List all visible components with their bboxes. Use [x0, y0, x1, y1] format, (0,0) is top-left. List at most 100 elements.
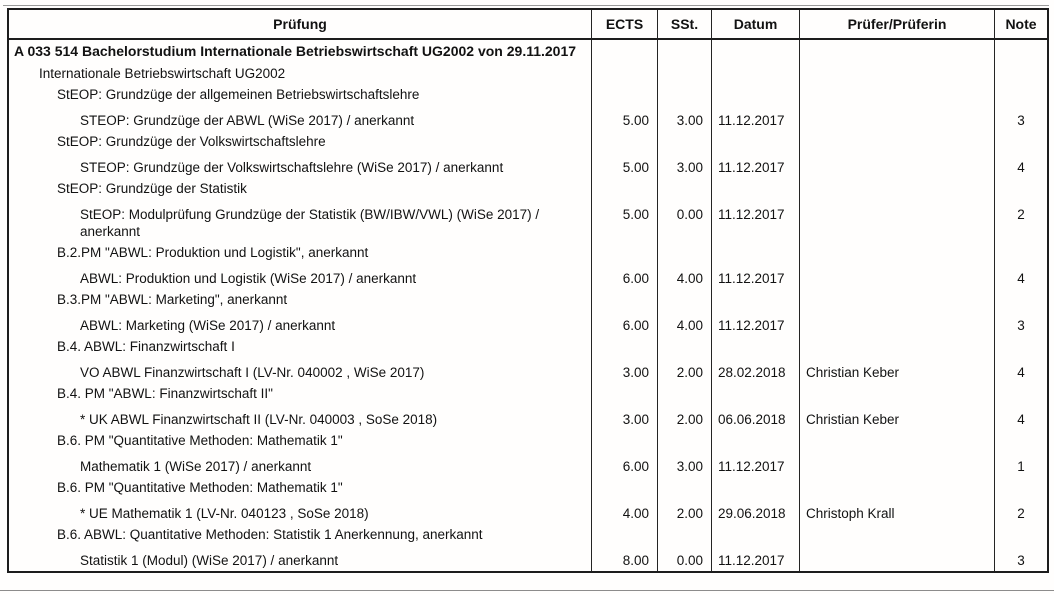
column-header-pruefer: Prüfer/Prüferin: [800, 10, 995, 40]
cell-ects: [592, 428, 658, 449]
cell-pruefer: [800, 176, 995, 197]
cell-datum: [712, 240, 800, 261]
cell-datum: [712, 287, 800, 308]
cell-note: [995, 176, 1047, 197]
cell-pruefer: [800, 240, 995, 261]
cell-pruefung: StEOP: Grundzüge der Volkswirtschaftsleh…: [9, 129, 592, 150]
table-row: StEOP: Grundzüge der allgemeinen Betrieb…: [9, 82, 1047, 103]
cell-datum: 11.12.2017: [712, 308, 800, 334]
cell-datum: 11.12.2017: [712, 150, 800, 176]
cell-pruefung: B.2.PM "ABWL: Produktion und Logistik", …: [9, 240, 592, 261]
cell-sst: 0.00: [658, 197, 712, 240]
table-row: ABWL: Marketing (WiSe 2017) / anerkannt …: [9, 308, 1047, 334]
scan-artifact-line-bottom: [0, 590, 1054, 591]
cell-datum: [712, 40, 800, 61]
cell-sst: [658, 428, 712, 449]
cell-pruefer: Christian Keber: [800, 402, 995, 428]
cell-pruefer: [800, 287, 995, 308]
table-row: * UK ABWL Finanzwirtschaft II (LV-Nr. 04…: [9, 402, 1047, 428]
cell-datum: [712, 129, 800, 150]
exam-title: StEOP: Modulprüfung Grundzüge der Statis…: [80, 207, 540, 239]
exam-title: B.6. ABWL: Quantitative Methoden: Statis…: [57, 527, 483, 542]
cell-ects: [592, 40, 658, 61]
cell-note: 2: [1017, 506, 1025, 521]
table-row: B.3.PM "ABWL: Marketing", anerkannt: [9, 287, 1047, 308]
table-row: STEOP: Grundzüge der ABWL (WiSe 2017) / …: [9, 103, 1047, 129]
cell-pruefung: ABWL: Produktion und Logistik (WiSe 2017…: [9, 261, 592, 287]
cell-sst: 4.00: [658, 261, 712, 287]
cell-note: 3: [1017, 113, 1025, 128]
cell-ects: [592, 129, 658, 150]
cell-datum: [712, 522, 800, 543]
cell-datum: [712, 475, 800, 496]
cell-sst: 2.00: [658, 402, 712, 428]
cell-pruefung: STEOP: Grundzüge der ABWL (WiSe 2017) / …: [9, 103, 592, 129]
cell-sst: [658, 176, 712, 197]
table-row: A 033 514 Bachelorstudium Internationale…: [9, 40, 1047, 61]
cell-note: 4: [1017, 365, 1025, 380]
cell-ects: 6.00: [592, 261, 658, 287]
exam-title: A 033 514 Bachelorstudium Internationale…: [14, 43, 577, 59]
cell-sst: [658, 240, 712, 261]
cell-datum: [712, 428, 800, 449]
table-body: A 033 514 Bachelorstudium Internationale…: [9, 40, 1047, 571]
cell-pruefer: [800, 475, 995, 496]
exam-title: B.4. ABWL: Finanzwirtschaft I: [57, 339, 235, 354]
exam-title: STEOP: Grundzüge der Volkswirtschaftsleh…: [80, 160, 504, 175]
transcript-table: Prüfung ECTS SSt. Datum Prüfer/Prüferin …: [7, 8, 1049, 573]
cell-note: 4: [1017, 271, 1025, 286]
table-row: Internationale Betriebswirtschaft UG2002: [9, 61, 1047, 82]
cell-note: [995, 428, 1047, 449]
cell-ects: [592, 475, 658, 496]
cell-sst: 2.00: [658, 496, 712, 522]
cell-ects: [592, 381, 658, 402]
cell-ects: 3.00: [592, 402, 658, 428]
cell-sst: 2.00: [658, 355, 712, 381]
cell-pruefer: Christian Keber: [800, 355, 995, 381]
cell-ects: 4.00: [592, 496, 658, 522]
table-header-row: Prüfung ECTS SSt. Datum Prüfer/Prüferin …: [9, 10, 1047, 40]
exam-title: B.3.PM "ABWL: Marketing", anerkannt: [57, 292, 288, 307]
scan-artifact-line-top: [3, 5, 1049, 6]
cell-pruefung: B.6. ABWL: Quantitative Methoden: Statis…: [9, 522, 592, 543]
cell-ects: 3.00: [592, 355, 658, 381]
cell-pruefer: [800, 40, 995, 61]
column-header-datum: Datum: [712, 10, 800, 40]
column-header-note: Note: [995, 10, 1047, 40]
cell-sst: 0.00: [658, 543, 712, 571]
cell-ects: [592, 334, 658, 355]
cell-pruefer: [800, 428, 995, 449]
cell-pruefer: [800, 543, 995, 571]
cell-note: [995, 40, 1047, 61]
cell-datum: 06.06.2018: [712, 402, 800, 428]
exam-title: B.4. PM "ABWL: Finanzwirtschaft II": [57, 386, 273, 401]
cell-ects: 6.00: [592, 449, 658, 475]
cell-sst: [658, 475, 712, 496]
table-row: STEOP: Grundzüge der Volkswirtschaftsleh…: [9, 150, 1047, 176]
cell-ects: 5.00: [592, 103, 658, 129]
cell-pruefer: [800, 334, 995, 355]
cell-note: 2: [1017, 207, 1025, 222]
cell-note: [995, 61, 1047, 82]
cell-ects: [592, 61, 658, 82]
cell-sst: [658, 334, 712, 355]
cell-note: [995, 129, 1047, 150]
cell-pruefer: [800, 522, 995, 543]
cell-ects: [592, 522, 658, 543]
table-row: B.6. PM "Quantitative Methoden: Mathemat…: [9, 475, 1047, 496]
cell-pruefung: B.4. ABWL: Finanzwirtschaft I: [9, 334, 592, 355]
cell-datum: 11.12.2017: [712, 543, 800, 571]
exam-title: B.2.PM "ABWL: Produktion und Logistik", …: [57, 245, 369, 260]
exam-title: Mathematik 1 (WiSe 2017) / anerkannt: [80, 459, 312, 474]
cell-pruefung: STEOP: Grundzüge der Volkswirtschaftsleh…: [9, 150, 592, 176]
cell-ects: [592, 176, 658, 197]
cell-pruefung: * UE Mathematik 1 (LV-Nr. 040123 , SoSe …: [9, 496, 592, 522]
cell-note: [995, 381, 1047, 402]
cell-note: 3: [1017, 318, 1025, 333]
column-header-pruefung: Prüfung: [9, 10, 592, 40]
cell-note: 4: [1017, 160, 1025, 175]
exam-title: Internationale Betriebswirtschaft UG2002: [39, 66, 286, 81]
table-row: B.4. ABWL: Finanzwirtschaft I: [9, 334, 1047, 355]
exam-title: Statistik 1 (Modul) (WiSe 2017) / anerka…: [80, 553, 339, 568]
